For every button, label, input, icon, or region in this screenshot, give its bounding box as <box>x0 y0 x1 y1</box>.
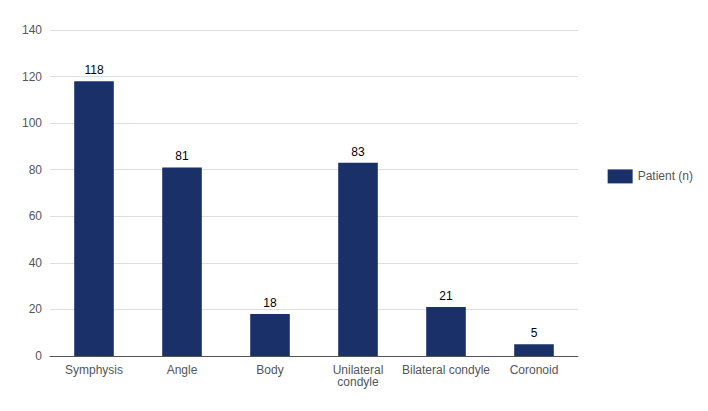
svg-text:Patient (n): Patient (n) <box>638 169 693 183</box>
svg-text:118: 118 <box>84 63 103 77</box>
svg-text:60: 60 <box>29 209 43 223</box>
svg-text:0: 0 <box>35 349 42 363</box>
svg-text:condyle: condyle <box>337 375 379 389</box>
svg-text:81: 81 <box>175 149 189 163</box>
svg-text:40: 40 <box>29 256 43 270</box>
svg-text:140: 140 <box>22 23 42 37</box>
svg-text:Bilateral condyle: Bilateral condyle <box>402 363 490 377</box>
svg-text:Coronoid: Coronoid <box>510 363 559 377</box>
svg-text:20: 20 <box>29 302 43 316</box>
svg-text:18: 18 <box>263 296 277 310</box>
svg-text:Unilateral: Unilateral <box>332 363 384 377</box>
svg-text:83: 83 <box>351 145 365 159</box>
svg-text:Body: Body <box>256 363 283 377</box>
svg-text:120: 120 <box>22 70 42 84</box>
svg-text:Symphysis: Symphysis <box>65 363 123 377</box>
svg-text:5: 5 <box>531 326 538 340</box>
svg-text:21: 21 <box>439 289 453 303</box>
svg-text:80: 80 <box>29 163 43 177</box>
svg-text:Angle: Angle <box>167 363 198 377</box>
svg-text:100: 100 <box>22 116 42 130</box>
